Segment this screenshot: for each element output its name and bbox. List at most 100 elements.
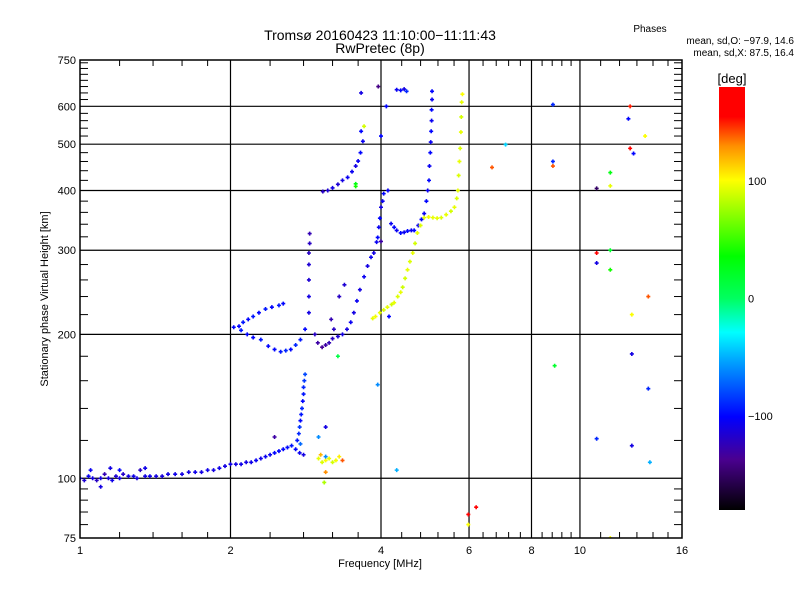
data-point <box>143 466 148 471</box>
data-point <box>298 337 303 342</box>
data-point <box>337 454 342 459</box>
data-point <box>316 434 321 439</box>
data-point <box>205 468 210 473</box>
data-point <box>550 159 555 164</box>
x-tick-label: 10 <box>574 545 586 557</box>
data-point <box>322 480 327 485</box>
data-point <box>373 314 378 319</box>
data-point <box>288 347 293 352</box>
data-point <box>335 354 340 359</box>
data-point <box>106 476 111 481</box>
data-point <box>608 536 613 538</box>
data-point <box>102 472 107 477</box>
colorbar-tick-label: −100 <box>748 411 773 423</box>
data-point <box>466 522 471 527</box>
data-point <box>460 92 465 97</box>
data-point <box>263 307 268 312</box>
data-point <box>452 205 457 210</box>
data-point <box>223 464 228 469</box>
data-point <box>429 118 434 123</box>
data-point <box>293 447 298 452</box>
data-point <box>173 472 178 477</box>
data-point <box>228 462 233 467</box>
data-point <box>418 223 423 228</box>
data-point <box>454 196 459 201</box>
data-point <box>330 336 335 341</box>
data-point <box>316 456 321 461</box>
data-point <box>278 349 283 354</box>
data-point <box>258 337 263 342</box>
data-point <box>344 327 349 332</box>
y-tick-label: 500 <box>58 139 76 151</box>
data-point <box>422 215 427 220</box>
data-point <box>325 188 330 193</box>
x-tick-label: 16 <box>676 545 688 557</box>
data-point <box>335 334 340 339</box>
data-point <box>628 104 633 109</box>
data-point <box>241 320 246 325</box>
data-point <box>631 151 636 156</box>
colorbar-tick-label: 100 <box>748 176 766 188</box>
data-point <box>251 335 256 340</box>
data-point <box>86 474 91 479</box>
data-point <box>256 310 261 315</box>
data-point <box>121 472 126 477</box>
data-point <box>312 332 317 337</box>
data-point <box>217 466 222 471</box>
data-point <box>379 239 383 244</box>
data-point <box>425 188 430 193</box>
data-point <box>550 102 555 107</box>
data-point <box>272 347 277 352</box>
data-point <box>398 290 403 295</box>
chart-title: Tromsø 20160423 11:10:00−11:11:43 <box>264 27 496 43</box>
data-point <box>356 159 361 164</box>
data-point <box>147 474 152 479</box>
grid <box>80 60 682 538</box>
data-point <box>281 447 286 452</box>
data-point <box>251 314 256 319</box>
data-point <box>457 159 462 164</box>
data-point <box>395 294 400 299</box>
data-point <box>360 139 365 144</box>
data-point <box>306 277 311 282</box>
data-point <box>318 452 323 457</box>
data-point <box>608 267 613 272</box>
data-point <box>594 436 599 441</box>
data-point <box>329 317 334 322</box>
data-point <box>246 317 251 322</box>
data-point <box>379 205 383 210</box>
data-point <box>199 470 204 475</box>
data-point <box>94 478 99 483</box>
colorbar-label: [deg] <box>718 71 747 86</box>
data-point <box>427 164 432 169</box>
data-point <box>466 512 471 517</box>
data-point <box>628 146 633 151</box>
data-point <box>365 264 370 269</box>
data-point <box>340 332 345 337</box>
data-point <box>281 301 286 306</box>
data-point <box>98 476 103 481</box>
data-point <box>474 505 479 510</box>
data-point <box>166 472 171 477</box>
data-point <box>594 186 599 191</box>
data-point <box>348 320 353 325</box>
data-point <box>362 124 367 129</box>
data-point <box>647 460 652 465</box>
data-point <box>377 216 382 221</box>
data-point <box>594 261 599 266</box>
data-point <box>643 134 648 139</box>
data-point <box>301 452 306 457</box>
data-point <box>350 169 355 174</box>
data-point <box>430 97 435 102</box>
data-point <box>300 406 304 411</box>
data-point <box>374 240 379 245</box>
data-point <box>303 327 308 332</box>
x-tick-label: 6 <box>466 545 472 557</box>
data-point <box>376 84 381 89</box>
data-point <box>289 443 294 448</box>
data-point <box>439 215 444 220</box>
data-point <box>381 307 386 312</box>
data-point <box>629 351 634 356</box>
y-tick-label: 75 <box>64 533 76 545</box>
